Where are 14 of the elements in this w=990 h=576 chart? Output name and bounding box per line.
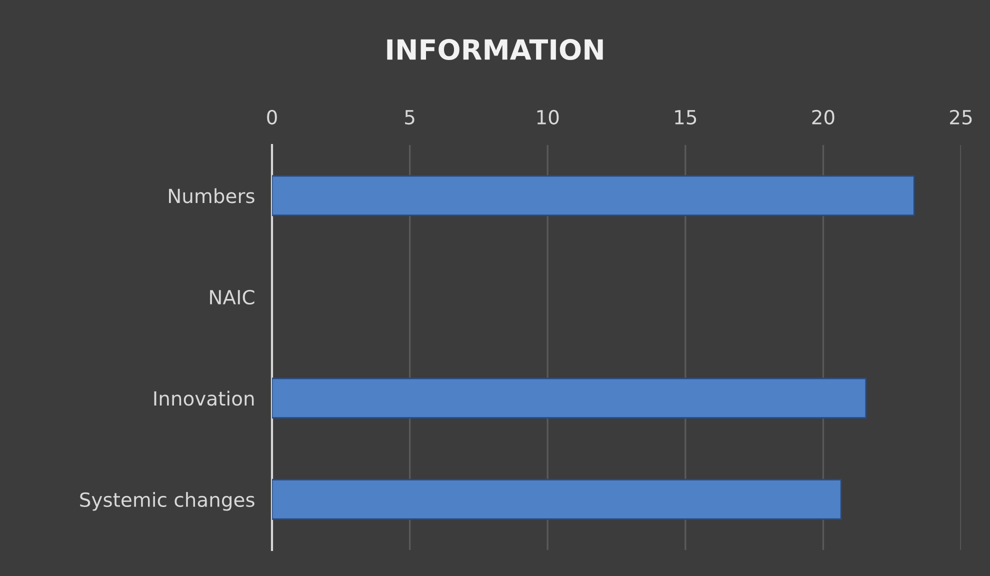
bar [272,478,842,520]
y-tick-label: Innovation [154,390,254,406]
x-tick-label: 25 [950,110,972,125]
y-tick-label: Systemic changes [80,492,254,511]
x-tick-label: 15 [675,110,696,125]
x-tick-label: 10 [537,110,559,125]
bar [272,175,915,216]
y-tick-label: Numbers [169,188,254,204]
chart-title: INFORMATION [387,39,603,60]
x-tick-label: 20 [812,110,834,125]
bar [272,378,867,419]
x-tick-label: 0 [267,110,277,125]
y-tick-label: NAIC [210,290,254,305]
x-tick-label: 5 [405,110,414,125]
